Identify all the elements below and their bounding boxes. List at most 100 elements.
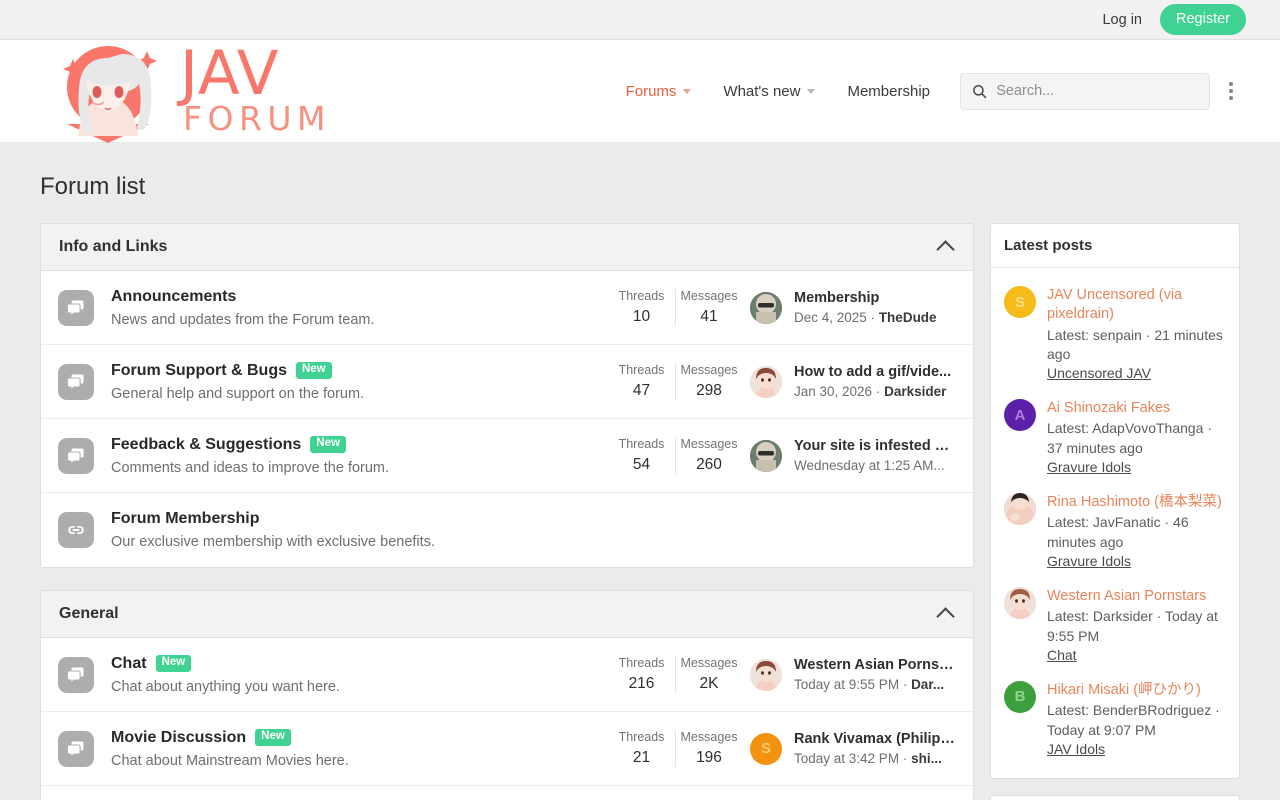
forum-description: News and updates from the Forum team. — [111, 311, 375, 328]
register-button[interactable]: Register — [1160, 4, 1246, 35]
post-meta: Latest: BenderBRodriguez · Today at 9:07… — [1047, 702, 1220, 738]
messages-count: 41 — [700, 308, 718, 325]
last-post-title[interactable]: Your site is infested wi... — [794, 438, 955, 454]
new-badge: New — [310, 436, 346, 453]
chevron-up-icon[interactable] — [936, 240, 955, 259]
forum-row[interactable]: Movie Discussion New Chat about Mainstre… — [41, 712, 973, 786]
nav-item-membership[interactable]: Membership — [831, 73, 946, 109]
last-post-title[interactable]: Membership — [794, 290, 880, 306]
avatar[interactable] — [750, 439, 782, 472]
messages-label: Messages — [680, 730, 738, 744]
last-post-text: How to add a gif/vide... Jan 30, 2026 · … — [794, 364, 951, 399]
avatar[interactable] — [1004, 587, 1036, 619]
avatar[interactable]: A — [1004, 399, 1036, 432]
avatar[interactable]: B — [1004, 680, 1036, 713]
forum-info: Movie Discussion New Chat about Mainstre… — [111, 729, 608, 769]
avatar[interactable] — [750, 658, 782, 691]
more-options-icon[interactable] — [1216, 73, 1246, 109]
search-input[interactable] — [996, 83, 1198, 99]
messages-stat: Messages 298 — [675, 363, 742, 400]
threads-stat: Threads 47 — [608, 363, 675, 400]
post-node-link[interactable]: Uncensored JAV — [1047, 365, 1152, 382]
nav-item-whats-new[interactable]: What's new — [707, 73, 831, 109]
avatar-letter: S — [1014, 293, 1025, 311]
avatar[interactable] — [750, 291, 782, 324]
chat-bubbles-icon — [58, 437, 94, 474]
nav-item-forums[interactable]: Forums — [610, 73, 708, 109]
post-title-link[interactable]: Rina Hashimoto (橋本梨菜) — [1047, 494, 1222, 511]
avatar[interactable] — [1004, 493, 1036, 526]
last-post-user[interactable]: TheDude — [878, 310, 937, 325]
list-item[interactable]: S JAV Uncensored (via pixeldrain) Latest… — [1004, 277, 1226, 390]
last-post-title[interactable]: How to add a gif/vide... — [794, 364, 952, 380]
main-navigation: Forums What's new Membership — [610, 72, 1246, 110]
nav-label: Membership — [847, 82, 930, 100]
post-title-link[interactable]: JAV Uncensored (via pixeldrain) — [1047, 287, 1183, 323]
list-item[interactable]: B Hikari Misaki (岬ひかり) Latest: BenderBRo… — [1004, 672, 1226, 766]
last-post-meta: Wednesday at 1:25 AM... — [794, 458, 945, 473]
messages-stat: Messages 2K — [675, 656, 742, 693]
search-box[interactable] — [960, 72, 1210, 110]
list-item[interactable]: A Ai Shinozaki Fakes Latest: AdapVovoTha… — [1004, 390, 1226, 484]
last-post-meta: Dec 4, 2025 · TheDude — [794, 310, 937, 325]
site-logo[interactable]: JAV FORUM — [34, 40, 331, 143]
chevron-up-icon[interactable] — [936, 607, 955, 626]
list-item[interactable]: Western Asian Pornstars Latest: Darkside… — [1004, 578, 1226, 672]
latest-posts-list: S JAV Uncensored (via pixeldrain) Latest… — [991, 268, 1239, 778]
messages-stat: Messages 41 — [675, 289, 742, 326]
content-area: Info and Links Announcements News and up… — [0, 223, 1280, 800]
forum-title-link[interactable]: Feedback & Suggestions — [111, 435, 302, 453]
logo-forum-text: FORUM — [183, 99, 332, 139]
section-header[interactable]: Info and Links — [41, 224, 973, 271]
last-post-text: Membership Dec 4, 2025 · TheDude — [794, 290, 937, 325]
last-post-user[interactable]: Dar... — [911, 677, 945, 692]
forum-row[interactable]: Forum Membership Our exclusive membershi… — [41, 493, 973, 567]
forum-title-link[interactable]: Chat — [111, 654, 147, 672]
forum-row[interactable]: Forum Support & Bugs New General help an… — [41, 345, 973, 419]
post-node-link[interactable]: Gravure Idols — [1047, 553, 1132, 569]
forum-list-column: Info and Links Announcements News and up… — [40, 223, 974, 800]
forum-row[interactable]: TV show Discussion New Threads Messages — [41, 786, 973, 800]
post-node-link[interactable]: JAV Idols — [1047, 740, 1106, 757]
login-link[interactable]: Log in — [1102, 11, 1142, 28]
forum-row[interactable]: Feedback & Suggestions New Comments and … — [41, 419, 973, 493]
widget-title: Latest posts — [1004, 237, 1093, 254]
post-title-link[interactable]: Hikari Misaki (岬ひかり) — [1047, 681, 1201, 698]
last-post-user[interactable]: Darksider — [884, 384, 947, 399]
chat-bubbles-icon — [58, 730, 94, 767]
forum-description: Chat about Mainstream Movies here. — [111, 752, 349, 769]
forum-stats: Threads 216 Messages 2K — [608, 656, 742, 693]
avatar[interactable]: S — [750, 732, 782, 765]
last-post-meta: Jan 30, 2026 · Darksider — [794, 384, 947, 399]
last-post-date: Dec 4, 2025 — [794, 310, 867, 325]
last-post-meta: Today at 3:42 PM · shi... — [794, 751, 942, 766]
last-post-title[interactable]: Western Asian Pornsta... — [794, 657, 955, 673]
logo-jav-text: JAV — [180, 37, 280, 109]
last-post: Membership Dec 4, 2025 · TheDude — [750, 290, 955, 325]
messages-label: Messages — [680, 289, 738, 303]
forum-row[interactable]: Chat New Chat about anything you want he… — [41, 638, 973, 712]
avatar[interactable] — [750, 365, 782, 398]
forum-row[interactable]: Announcements News and updates from the … — [41, 271, 973, 345]
post-node-link[interactable]: Gravure Idols — [1047, 459, 1132, 476]
messages-label: Messages — [680, 437, 738, 451]
forum-title-link[interactable]: Forum Support & Bugs — [111, 361, 287, 379]
last-post-date: Jan 30, 2026 — [794, 384, 873, 399]
forum-title-link[interactable]: Announcements — [111, 287, 237, 305]
last-post-user[interactable]: shi... — [911, 751, 942, 766]
messages-label: Messages — [680, 363, 738, 377]
section-header[interactable]: General — [41, 591, 973, 638]
forum-title-link[interactable]: Forum Membership — [111, 510, 260, 527]
avatar[interactable]: S — [1004, 286, 1036, 318]
last-post: Your site is infested wi... Wednesday at… — [750, 438, 955, 473]
list-item[interactable]: Rina Hashimoto (橋本梨菜) Latest: JavFanatic… — [1004, 484, 1226, 578]
forum-description: Chat about anything you want here. — [111, 678, 340, 695]
forum-title-link[interactable]: Movie Discussion — [111, 728, 247, 746]
post-node-link[interactable]: Chat — [1047, 646, 1077, 663]
post-title-link[interactable]: Ai Shinozaki Fakes — [1047, 400, 1171, 417]
last-post-title[interactable]: Rank Vivamax (Philipi... — [794, 731, 955, 747]
section-title: General — [59, 605, 119, 622]
last-post-text: Western Asian Pornsta... Today at 9:55 P… — [794, 657, 955, 692]
post-title-link[interactable]: Western Asian Pornstars — [1047, 588, 1207, 604]
threads-stat: Threads 54 — [608, 437, 675, 474]
